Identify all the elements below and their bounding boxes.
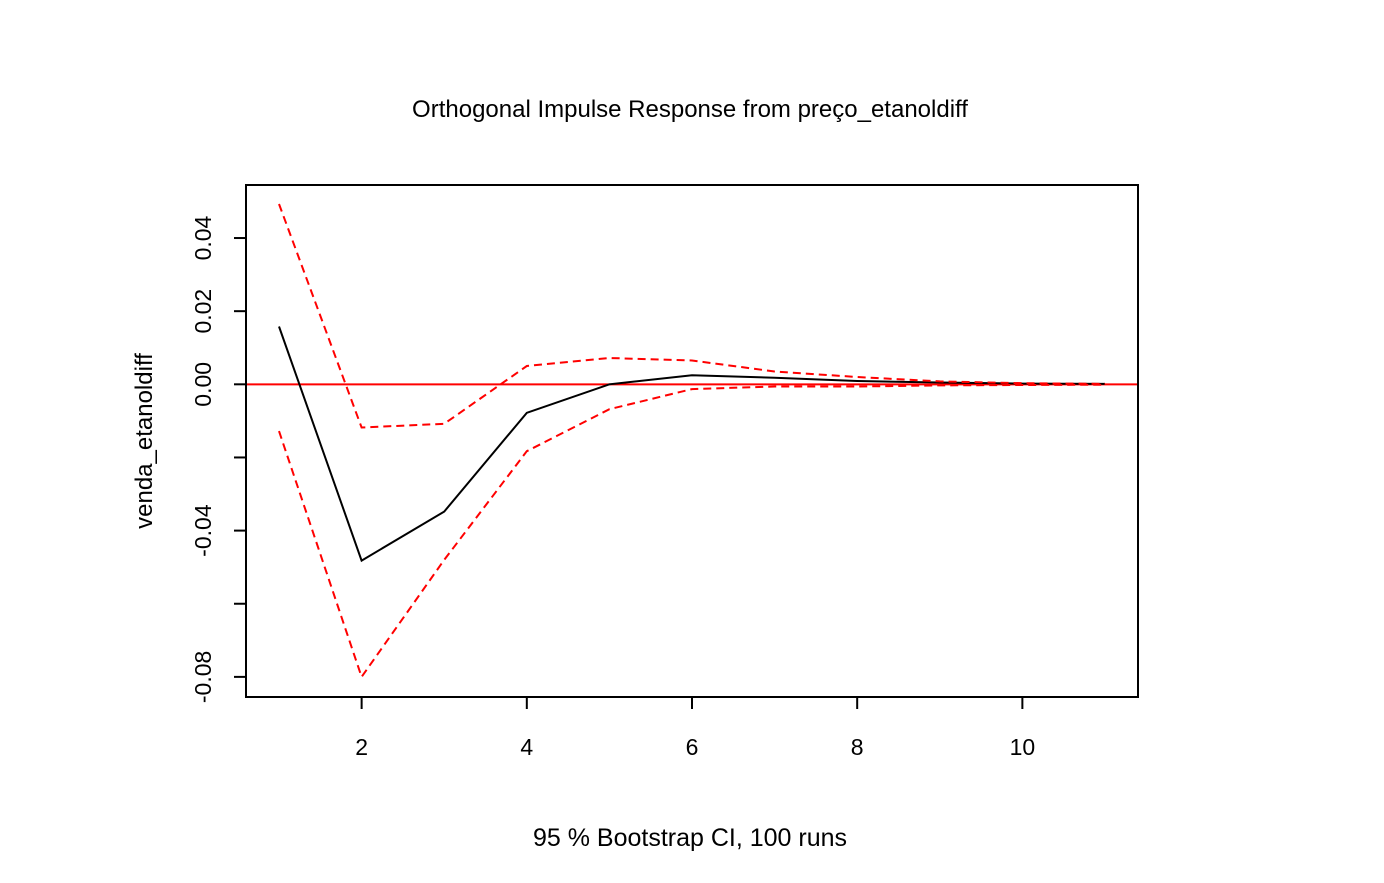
series-line-lower [278, 383, 1106, 680]
chart-title: Orthogonal Impulse Response from preço_e… [412, 96, 968, 123]
y-tick-label: -0.08 [190, 651, 216, 703]
y-tick-label: -0.04 [190, 504, 216, 557]
y-tick-label: 0.02 [190, 289, 216, 334]
x-tick-label: 8 [851, 734, 864, 760]
x-axis-label: 95 % Bootstrap CI, 100 runs [533, 824, 847, 852]
x-tick-label: 6 [686, 734, 699, 760]
plot-marks: 2 4 6 8 10 -0.08 -0.04 0.00 0.02 0.04 [190, 203, 1138, 760]
series-line-response [278, 326, 1106, 563]
y-tick-label: 0.00 [190, 362, 216, 407]
series-line-upper [278, 203, 1106, 429]
x-tick-label: 10 [1010, 734, 1036, 760]
x-tick-label: 2 [355, 734, 368, 760]
y-tick-label: 0.04 [190, 215, 216, 260]
plot-frame [245, 184, 1139, 698]
x-tick-label: 4 [520, 734, 533, 760]
y-axis-label: venda_etanoldiff [131, 353, 158, 529]
